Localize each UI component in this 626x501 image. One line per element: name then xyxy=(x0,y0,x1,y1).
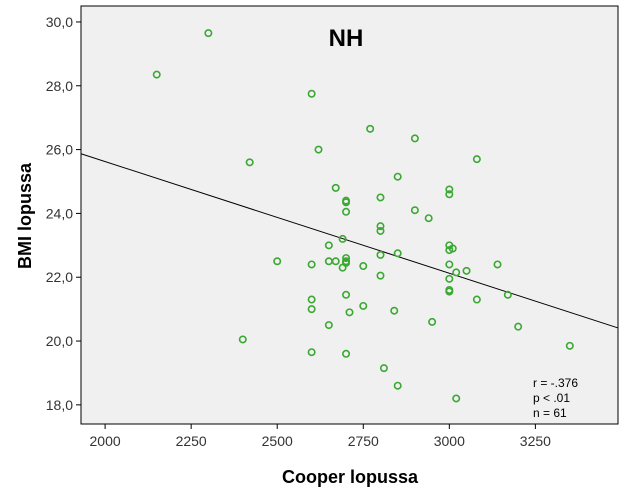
x-tick-label: 3250 xyxy=(520,433,551,449)
y-tick-label: 20,0 xyxy=(46,333,73,349)
stat-r: r = -.376 xyxy=(533,376,578,390)
data-point xyxy=(379,364,388,373)
data-point xyxy=(390,306,399,315)
stats-annotation: r = -.376 p < .01 n = 61 xyxy=(533,376,578,420)
y-tick-label: 24,0 xyxy=(46,205,73,221)
data-point xyxy=(445,287,454,296)
data-point xyxy=(445,260,454,269)
data-point xyxy=(452,394,461,403)
data-point xyxy=(393,249,402,258)
data-point xyxy=(376,193,385,202)
data-point xyxy=(307,305,316,314)
data-point xyxy=(462,266,471,275)
x-tick-label: 2500 xyxy=(262,433,293,449)
data-point xyxy=(410,134,419,143)
data-point xyxy=(342,290,351,299)
data-point xyxy=(307,260,316,269)
data-point xyxy=(307,89,316,98)
data-point xyxy=(342,254,351,263)
y-tick-label: 30,0 xyxy=(46,14,73,30)
data-point xyxy=(448,244,457,253)
data-point xyxy=(393,381,402,390)
chart-title: NH xyxy=(329,25,364,52)
data-point xyxy=(393,172,402,181)
data-point xyxy=(445,274,454,283)
data-point xyxy=(445,185,454,194)
data-point xyxy=(376,226,385,235)
data-point xyxy=(273,257,282,266)
x-tick-label: 2000 xyxy=(90,433,121,449)
data-point xyxy=(472,155,481,164)
x-axis-title: Cooper lopussa xyxy=(282,467,419,487)
data-point xyxy=(424,214,433,223)
data-point xyxy=(472,295,481,304)
y-tick-label: 18,0 xyxy=(46,397,73,413)
data-point xyxy=(410,206,419,215)
data-point xyxy=(324,241,333,250)
data-point xyxy=(324,321,333,330)
data-point xyxy=(307,348,316,357)
data-point xyxy=(503,290,512,299)
x-tick-label: 2250 xyxy=(176,433,207,449)
data-point xyxy=(376,222,385,231)
data-point xyxy=(359,301,368,310)
data-point xyxy=(428,317,437,326)
data-point xyxy=(565,341,574,350)
data-point xyxy=(342,198,351,207)
data-point xyxy=(345,308,354,317)
data-point xyxy=(331,183,340,192)
data-point xyxy=(245,158,254,167)
data-point xyxy=(204,29,213,38)
data-point xyxy=(314,145,323,154)
data-point xyxy=(493,260,502,269)
data-point xyxy=(366,124,375,133)
y-axis: 18,0 20,0 22,0 24,0 26,0 28,0 30,0 xyxy=(46,14,81,413)
y-tick-label: 22,0 xyxy=(46,269,73,285)
data-point xyxy=(307,295,316,304)
data-point xyxy=(342,207,351,216)
data-point xyxy=(514,322,523,331)
data-point xyxy=(376,250,385,259)
data-point xyxy=(238,335,247,344)
data-point xyxy=(342,258,351,267)
data-point xyxy=(376,271,385,280)
data-point xyxy=(331,257,340,266)
data-points xyxy=(152,29,574,403)
y-tick-label: 26,0 xyxy=(46,142,73,158)
data-point xyxy=(152,70,161,79)
regression-line xyxy=(80,153,619,329)
x-tick-label: 3000 xyxy=(434,433,465,449)
y-axis-title: BMI lopussa xyxy=(15,162,35,269)
x-axis: 2000 2250 2500 2750 3000 3250 xyxy=(90,424,551,449)
y-tick-label: 28,0 xyxy=(46,78,73,94)
stat-n: n = 61 xyxy=(533,406,567,420)
data-point xyxy=(445,190,454,199)
data-point xyxy=(342,349,351,358)
plot-area xyxy=(80,5,619,425)
stat-p: p < .01 xyxy=(533,391,570,405)
data-point xyxy=(359,262,368,271)
x-tick-label: 2750 xyxy=(348,433,379,449)
data-point xyxy=(452,268,461,277)
data-point xyxy=(338,234,347,243)
